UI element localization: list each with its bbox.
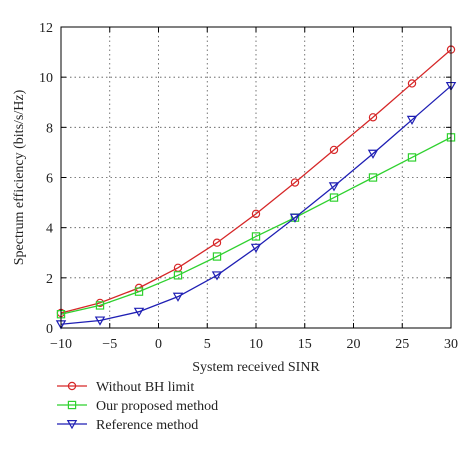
data-point [172, 292, 184, 302]
series-2 [55, 81, 457, 330]
legend-marker [66, 420, 78, 430]
y-tick-label: 0 [46, 322, 53, 337]
series-line [60, 85, 452, 325]
legend: Without BH limit Our proposed method Refer… [57, 380, 218, 433]
data-point [95, 301, 105, 310]
x-tick-label: 5 [204, 337, 211, 352]
data-point [251, 232, 261, 241]
data-point [329, 145, 339, 155]
x-tick-label: −10 [50, 337, 72, 352]
x-tick-label: 20 [347, 337, 361, 352]
series-line [60, 136, 452, 315]
x-tick-label: 15 [298, 337, 312, 352]
series-layer [55, 45, 457, 330]
data-point [94, 316, 106, 326]
data-point [368, 173, 378, 182]
series-1 [56, 133, 456, 319]
data-point [212, 238, 222, 247]
x-tick-label: 10 [249, 337, 263, 352]
data-point [251, 209, 261, 219]
data-point [290, 178, 300, 187]
legend-label: Reference method [96, 418, 198, 433]
data-point [328, 182, 340, 192]
x-axis-title: System received SINR [192, 360, 320, 375]
data-point [289, 213, 301, 223]
data-point [133, 307, 145, 317]
x-tick-label: 0 [155, 337, 162, 352]
data-point [407, 79, 417, 88]
y-axis-title: Spectrum efficiency (bits/s/Hz) [12, 89, 27, 265]
y-axis: 0 2 4 6 8 10 12 [39, 21, 451, 337]
y-tick-label: 10 [39, 71, 53, 86]
series-line [60, 49, 452, 314]
legend-label: Our proposed method [96, 399, 218, 414]
x-tick-label: 25 [395, 337, 409, 352]
legend-label: Without BH limit [96, 380, 194, 395]
x-tick-label: −5 [102, 337, 117, 352]
legend-item: Without BH limit [57, 380, 194, 395]
legend-marker [67, 381, 77, 391]
grid-lines [61, 27, 451, 328]
y-tick-label: 12 [39, 21, 53, 36]
data-point [329, 193, 339, 202]
y-tick-label: 2 [46, 272, 53, 287]
data-point [406, 115, 418, 126]
series-0 [56, 45, 456, 318]
legend-item: Our proposed method [57, 399, 218, 414]
legend-item: Reference method [57, 418, 198, 433]
data-point [250, 243, 262, 253]
data-point [173, 271, 183, 280]
x-tick-label: 30 [444, 337, 458, 352]
data-point [211, 271, 223, 281]
y-tick-label: 8 [46, 121, 53, 136]
data-point [212, 252, 222, 261]
data-point [368, 113, 378, 122]
y-tick-label: 4 [46, 222, 53, 237]
y-tick-label: 6 [46, 172, 53, 187]
data-point [134, 287, 144, 296]
legend-marker [67, 400, 77, 410]
data-point [367, 149, 379, 159]
data-point [407, 153, 417, 162]
x-axis: −10 −5 0 5 10 15 20 25 30 [50, 27, 458, 352]
